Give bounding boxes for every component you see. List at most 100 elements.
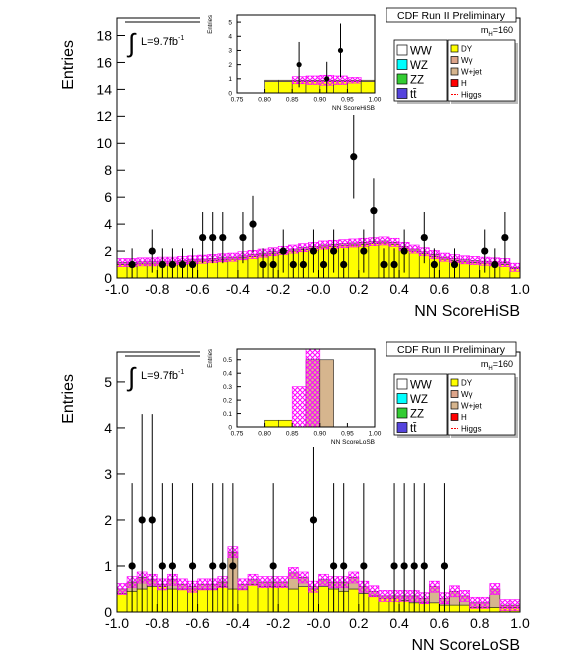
uncertainty-band	[348, 571, 360, 584]
legend-swatch	[450, 413, 459, 421]
mass-text: m	[481, 25, 489, 35]
y-tick-label: 0.2	[223, 397, 232, 404]
data-point	[138, 516, 146, 524]
histogram-bar	[459, 604, 470, 612]
data-point	[430, 260, 438, 269]
mass-text: m	[481, 359, 489, 369]
uncertainty-band	[378, 590, 390, 602]
panel: -1.0 -0.8 -0.6 -0.4 -0.2 -0.0 0.2 0.4 0.6 0.8 1.00…	[60, 339, 530, 654]
data-point	[340, 260, 348, 269]
uncertainty-band	[347, 77, 362, 84]
y-tick-label: 8	[104, 162, 112, 178]
x-tick-label: 0.90	[313, 431, 326, 438]
y-tick-label: 0.4	[223, 370, 232, 377]
y-tick-label: 10	[96, 135, 112, 151]
uncertainty-band	[318, 240, 329, 250]
mass-label: mH=160	[481, 359, 513, 372]
plot-content	[264, 23, 375, 93]
legend-label: Higgs	[461, 91, 481, 100]
histogram-bar	[197, 260, 208, 278]
data-point	[269, 260, 277, 269]
uncertainty-band	[338, 239, 350, 248]
plot-content	[117, 114, 520, 278]
uncertainty-band	[509, 599, 520, 611]
data-point	[481, 247, 489, 255]
x-tick-label: 0.8	[470, 281, 490, 297]
y-tick-label: 0	[228, 90, 232, 97]
histogram-bar	[469, 262, 480, 278]
histogram-bar	[287, 588, 299, 612]
legend-swatch	[396, 88, 408, 99]
uncertainty-band	[439, 252, 450, 262]
uncertainty-band	[237, 578, 249, 591]
legend-label: WZ	[410, 394, 428, 406]
data-point	[158, 260, 166, 269]
y-tick-label: 18	[96, 27, 112, 43]
data-point	[209, 562, 217, 570]
data-point	[390, 260, 398, 269]
data-point	[420, 562, 428, 570]
y-tick-label: 2	[104, 243, 112, 259]
histogram-bar	[264, 81, 279, 93]
legend-box	[447, 39, 516, 102]
inset-y-axis-title: Entries	[208, 15, 214, 34]
plot-content	[117, 414, 520, 612]
histogram-bar	[117, 593, 128, 612]
histogram-bar	[348, 244, 360, 278]
histogram-bar	[257, 586, 269, 612]
y-tick-label: 1	[228, 76, 232, 83]
y-axis-title: Entries	[60, 40, 77, 90]
y-tick-label: 5	[228, 19, 232, 26]
uncertainty-band	[489, 583, 501, 595]
data-point	[199, 233, 207, 242]
uncertainty-band	[408, 244, 420, 254]
x-tick-label: 1.00	[369, 97, 382, 104]
x-tick-label: -1.0	[105, 281, 129, 297]
mass-sub: H	[488, 366, 492, 372]
data-point	[168, 562, 177, 570]
uncertainty-band	[509, 262, 520, 272]
x-tick-label: 0.6	[430, 615, 450, 631]
x-axis-title: NN ScoreHiSB	[414, 303, 520, 320]
data-point	[229, 562, 237, 570]
data-point	[337, 47, 344, 54]
data-point	[178, 260, 187, 269]
histogram-bar	[360, 81, 375, 93]
uncertainty-band	[257, 576, 269, 588]
x-tick-label: 0.75	[231, 97, 244, 104]
data-point	[259, 260, 267, 269]
uncertainty-band	[117, 583, 128, 595]
y-tick-label: 0	[228, 424, 232, 431]
uncertainty-band	[247, 573, 259, 586]
data-point	[188, 260, 197, 269]
data-point	[279, 247, 287, 255]
y-tick-label: 4	[104, 420, 112, 436]
data-point	[128, 260, 136, 269]
y-tick-label: 0.3	[223, 384, 232, 391]
x-tick-label: -0.2	[266, 281, 290, 297]
data-point	[239, 233, 247, 242]
legend-label: WZ	[410, 60, 428, 72]
y-tick-label: 5	[104, 374, 112, 390]
x-axis-title: NN ScoreLoSB	[412, 637, 521, 654]
y-tick-label: 3	[104, 466, 112, 482]
data-point	[360, 247, 368, 255]
y-tick-label: 0	[104, 604, 112, 620]
x-tick-label: -1.0	[105, 615, 129, 631]
data-point	[350, 153, 358, 161]
data-point	[370, 207, 378, 215]
histogram-bar	[459, 261, 470, 278]
histogram-bar	[277, 586, 289, 612]
y-tick-label: 4	[104, 216, 112, 232]
y-tick-label: 12	[96, 108, 112, 124]
data-point	[269, 562, 277, 570]
mass-label: mH=160	[481, 25, 513, 38]
data-point	[420, 233, 428, 242]
x-tick-label: 0.8	[470, 615, 490, 631]
uncertainty-band	[117, 258, 128, 267]
x-tick-label: 0.6	[430, 281, 450, 297]
inset-x-axis-title: NN ScoreHiSB	[332, 105, 375, 112]
y-tick-label: 4	[228, 34, 232, 41]
x-tick-label: -0.8	[145, 615, 169, 631]
